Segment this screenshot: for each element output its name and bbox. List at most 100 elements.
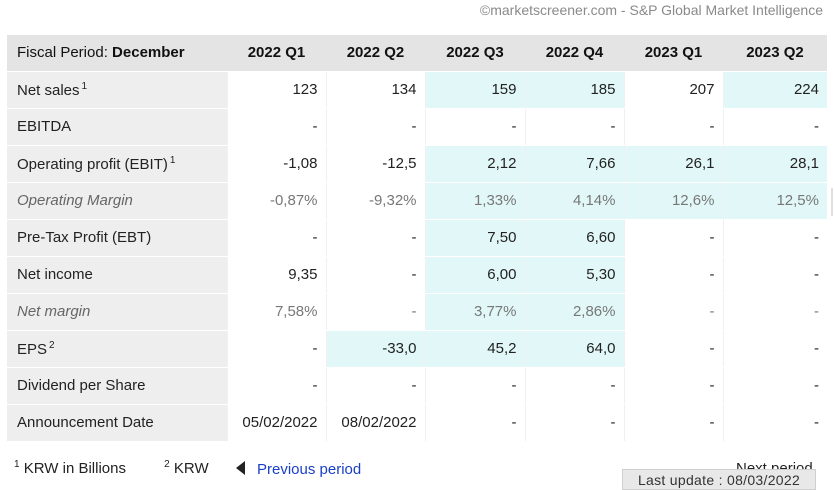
- source-credit: ©marketscreener.com - S&P Global Market …: [479, 2, 823, 18]
- fiscal-period-value: December: [112, 44, 185, 62]
- triangle-left-icon: [236, 461, 245, 475]
- table-row: Announcement Date 05/02/2022 08/02/2022- - -…: [7, 404, 827, 442]
- table-cell: -: [623, 367, 723, 405]
- table-row: Net income 9,35-6,00 5,30- -: [7, 256, 827, 294]
- table-row: EPS 2- -33,0 45,2 64,0- -: [7, 330, 827, 368]
- table-cell: -12,5: [325, 145, 425, 183]
- column-header: 2022 Q4: [525, 35, 624, 72]
- table-cell: -: [623, 330, 723, 368]
- table-cell: 08/02/2022: [325, 404, 425, 442]
- table-row: Net margin 7,58% -3,77% 2,86% - -: [7, 293, 827, 331]
- table-cell: -: [325, 367, 425, 405]
- row-label: Operating profit (EBIT) 1: [7, 145, 227, 183]
- table-cell: -: [325, 256, 425, 294]
- row-label-text: Announcement Date: [17, 414, 154, 431]
- row-label: Net margin: [7, 293, 227, 331]
- table-cell: -: [226, 219, 326, 257]
- last-update-badge: Last update : 08/03/2022: [622, 469, 816, 490]
- table-cell: 159: [424, 71, 525, 109]
- table-cell: -: [424, 108, 525, 146]
- table-cell: 64,0: [524, 330, 624, 368]
- table-cell: -: [623, 293, 723, 331]
- table-cell: 5,30: [524, 256, 624, 294]
- table-cell: 224: [722, 71, 827, 109]
- table-row: Operating Margin -0,87% -9,32% 1,33% 4,14% 12…: [7, 182, 827, 220]
- table-cell: -: [722, 256, 827, 294]
- scrollbar[interactable]: [831, 188, 833, 216]
- table-cell: 7,50: [424, 219, 525, 257]
- table-cell: 7,58%: [226, 293, 326, 331]
- row-label-text: EBITDA: [17, 118, 72, 135]
- row-label: Dividend per Share: [7, 367, 227, 405]
- row-label-text: EPS: [17, 340, 48, 358]
- footnote-2: 2 KRW: [164, 459, 209, 477]
- column-header: 2022 Q1: [227, 35, 326, 72]
- table-cell: 6,60: [524, 219, 624, 257]
- table-row: Net sales 1 123 134 159 185 207 224: [7, 71, 827, 109]
- footnotes: 1 KRW in Billions 2 KRW: [12, 459, 241, 477]
- fiscal-period-label: Fiscal Period:: [17, 44, 108, 62]
- table-cell: 185: [524, 71, 624, 109]
- table-cell: 2,12: [424, 145, 525, 183]
- table-cell: 4,14%: [524, 182, 624, 220]
- footnote-marker: 1: [81, 80, 88, 92]
- table-cell: -: [623, 108, 723, 146]
- table-cell: 123: [226, 71, 326, 109]
- row-label-text: Operating profit (EBIT): [17, 155, 168, 173]
- table-cell: -: [226, 367, 326, 405]
- table-cell: -: [722, 108, 827, 146]
- table-cell: -: [722, 367, 827, 405]
- table-cell: -: [226, 108, 326, 146]
- fiscal-period-header: Fiscal Period: December: [7, 35, 227, 72]
- table-cell: -: [722, 404, 827, 442]
- financial-table: Fiscal Period: December 2022 Q1 2022 Q2 …: [7, 35, 827, 442]
- table-cell: 2,86%: [524, 293, 624, 331]
- row-label-text: Pre-Tax Profit (EBT): [17, 229, 152, 246]
- table-cell: -: [623, 219, 723, 257]
- table-cell: 12,5%: [722, 182, 827, 220]
- table-cell: 1,33%: [424, 182, 525, 220]
- table-cell: 9,35: [226, 256, 326, 294]
- table-cell: -0,87%: [226, 182, 326, 220]
- table-cell: 134: [325, 71, 425, 109]
- table-cell: 45,2: [424, 330, 525, 368]
- row-label: Operating Margin: [7, 182, 227, 220]
- footnote-1: 1 KRW in Billions: [14, 459, 126, 477]
- row-label: Announcement Date: [7, 404, 227, 442]
- table-cell: -: [424, 404, 525, 442]
- table-cell: -: [623, 256, 723, 294]
- table-cell: -33,0: [325, 330, 425, 368]
- row-label-text: Dividend per Share: [17, 377, 146, 394]
- table-cell: 05/02/2022: [226, 404, 326, 442]
- table-cell: -: [424, 367, 525, 405]
- table-cell: -: [722, 219, 827, 257]
- row-label-text: Net margin: [17, 303, 91, 320]
- table-cell: -: [524, 108, 624, 146]
- table-cell: 7,66: [524, 145, 624, 183]
- table-row: Dividend per Share - - - - - -: [7, 367, 827, 405]
- table-header-row: Fiscal Period: December 2022 Q1 2022 Q2 …: [7, 35, 827, 72]
- table-cell: -: [325, 219, 425, 257]
- previous-period-label: Previous period: [257, 461, 362, 478]
- row-label: Pre-Tax Profit (EBT): [7, 219, 227, 257]
- row-label: EPS 2: [7, 330, 227, 368]
- column-header: 2022 Q3: [425, 35, 525, 72]
- table-cell: 26,1: [623, 145, 723, 183]
- table-cell: -: [722, 330, 827, 368]
- table-cell: -1,08: [226, 145, 326, 183]
- table-cell: -9,32%: [325, 182, 425, 220]
- table-cell: 3,77%: [424, 293, 525, 331]
- table-cell: -: [226, 330, 326, 368]
- table-cell: -: [524, 404, 624, 442]
- table-row: Pre-Tax Profit (EBT) - -7,50 6,60- -: [7, 219, 827, 257]
- row-label-text: Operating Margin: [17, 192, 133, 209]
- footnote-marker: 1: [169, 154, 176, 166]
- table-cell: 12,6%: [623, 182, 723, 220]
- row-label-text: Net sales: [17, 81, 80, 99]
- table-cell: -: [623, 404, 723, 442]
- footnote-marker: 2: [49, 339, 55, 351]
- column-header: 2023 Q1: [624, 35, 723, 72]
- row-label: EBITDA: [7, 108, 227, 146]
- table-row: EBITDA - - - - - -: [7, 108, 827, 146]
- previous-period-link[interactable]: Previous period: [236, 461, 361, 478]
